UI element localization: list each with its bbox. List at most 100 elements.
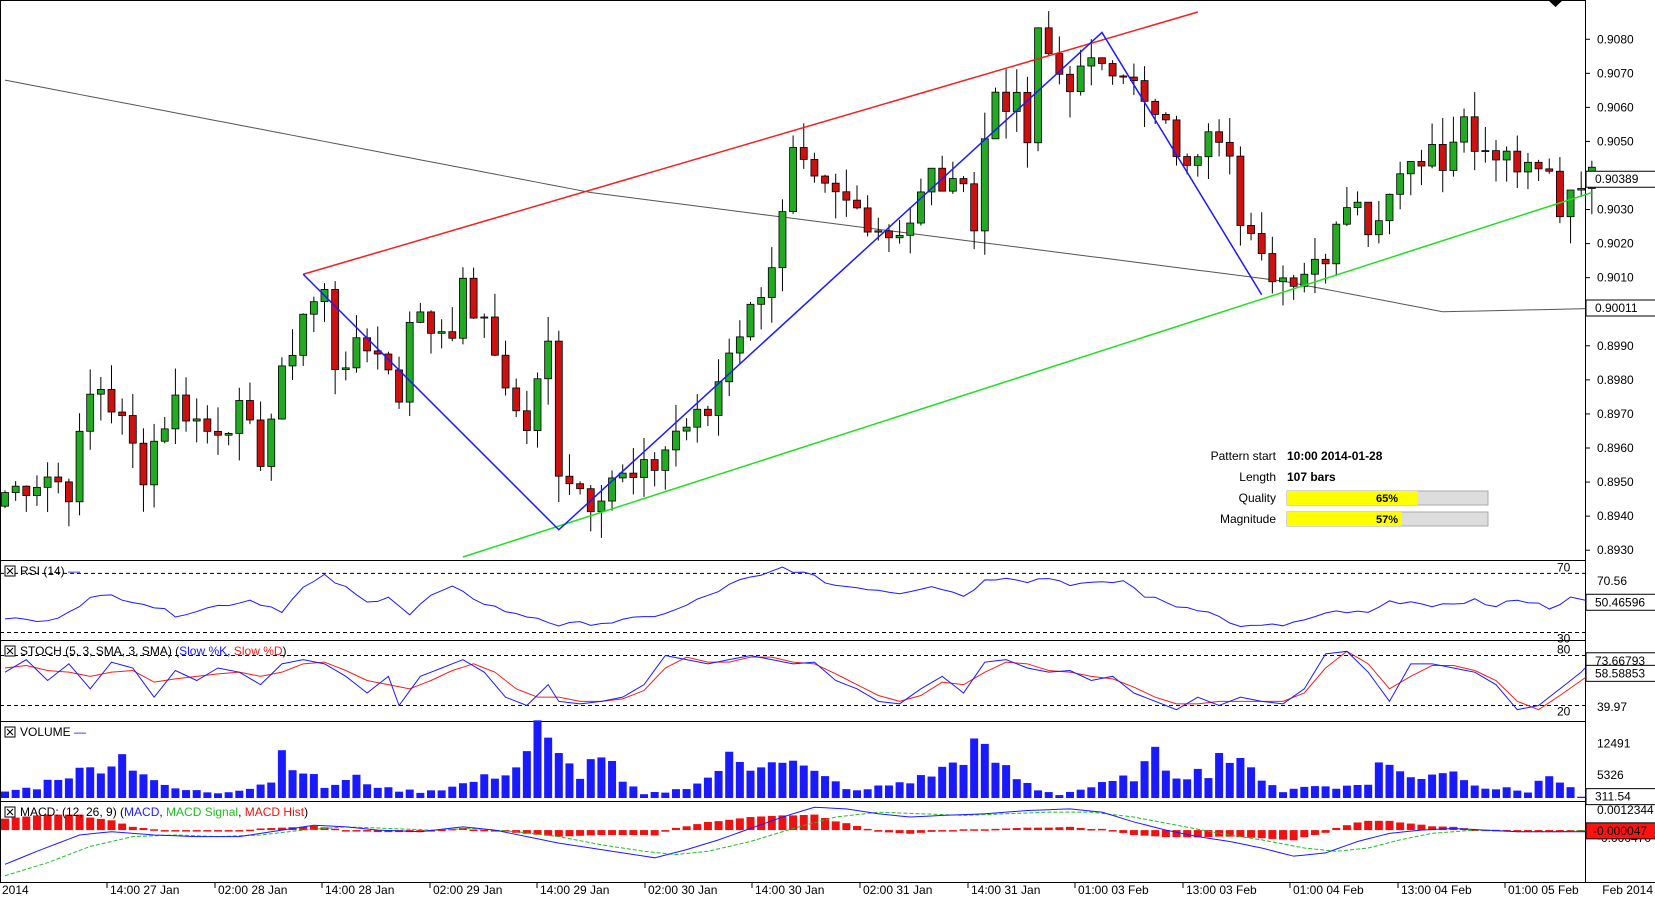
candle-down — [501, 354, 510, 389]
candle-down — [1023, 91, 1032, 144]
candle-up — [1566, 189, 1575, 218]
candle-down — [22, 485, 31, 496]
volume-bar — [384, 787, 393, 798]
volume-bar — [75, 767, 84, 798]
macd-hist-bar — [810, 814, 819, 831]
candle-down — [576, 483, 584, 490]
macd-hist-bar — [256, 828, 265, 831]
volume-bar — [1449, 771, 1458, 798]
volume-bar — [821, 776, 830, 798]
volume-bar — [1396, 771, 1405, 798]
volume-bar — [597, 757, 606, 798]
candle-up — [778, 211, 787, 269]
candle-up — [1311, 258, 1319, 275]
volume-bar — [916, 775, 925, 798]
macd-hist-bar — [1119, 830, 1128, 833]
volume-bar — [1023, 782, 1032, 798]
candle-down — [1321, 258, 1330, 265]
macd-hist-bar — [597, 830, 606, 835]
candle-down — [256, 419, 265, 467]
macd-value-box — [1585, 822, 1655, 840]
volume-bar — [427, 790, 435, 798]
macd-hist-bar — [128, 826, 137, 831]
volume-bar — [86, 767, 95, 798]
pattern-info-box: Pattern start 10:00 2014-01-28 Length 10… — [1211, 449, 1489, 527]
candle-down — [821, 175, 829, 184]
candle-up — [1374, 220, 1383, 236]
macd-hist-bar — [107, 820, 116, 831]
macd-hist-bar — [352, 830, 361, 832]
volume-bar — [64, 778, 73, 798]
volume-bar — [1161, 770, 1170, 798]
macd-hist-bar — [874, 830, 883, 832]
candle-down — [1545, 168, 1554, 172]
volume-bar — [1513, 790, 1522, 798]
candle-up — [640, 459, 648, 478]
macd-hist-bar — [171, 830, 180, 832]
macd-hist-bar — [714, 821, 723, 831]
candle-down — [139, 442, 148, 486]
candle-up — [672, 430, 680, 451]
rsi-panel: 70 30 70.56 50.46596 RSI (14) — — [0, 560, 1655, 646]
volume-bar — [938, 766, 947, 798]
volume-bar — [490, 778, 499, 798]
volume-bar — [32, 789, 41, 798]
volume-bar — [959, 764, 968, 798]
macd-hist-bar — [1151, 830, 1160, 837]
candle-up — [267, 418, 276, 467]
volume-bar — [629, 786, 638, 798]
volume-bar — [1428, 774, 1437, 798]
candle-down — [1289, 277, 1298, 287]
macd-hist-bar — [927, 830, 936, 832]
volume-bar — [1577, 796, 1586, 798]
candle-up — [608, 477, 616, 502]
volume-bar — [480, 774, 489, 798]
candle-down — [1556, 170, 1564, 218]
volume-bar — [906, 783, 915, 798]
candle-down — [842, 191, 851, 201]
volume-bar — [288, 770, 297, 798]
stoch-readout: 39.97 — [1597, 700, 1627, 714]
macd-hist-bar — [1534, 830, 1543, 832]
macd-hist-bar — [1002, 828, 1011, 831]
macd-hist-bar — [437, 829, 446, 832]
macd-hist-bar — [778, 815, 787, 831]
macd-hist-bar — [640, 830, 648, 835]
macd-hist-bar — [799, 815, 808, 831]
macd-hist-bar — [1332, 827, 1341, 831]
candle-up — [11, 485, 20, 493]
volume-bar — [810, 770, 819, 798]
ma-value-box — [1585, 299, 1655, 317]
price-tick-label: 0.9030 — [1597, 203, 1634, 217]
price-tick-label: 0.8970 — [1597, 407, 1634, 421]
macd-hist-bar — [54, 814, 63, 831]
macd-value-label: -0.000047 — [1593, 824, 1647, 838]
candle-down — [1215, 131, 1223, 143]
macd-hist-bar — [554, 830, 563, 837]
candle-down — [1257, 233, 1266, 254]
volume-bar — [1129, 781, 1138, 798]
candle-down — [1236, 155, 1245, 226]
volume-bar — [395, 791, 404, 798]
volume-bar — [1438, 773, 1447, 798]
macd-hist-bar — [884, 830, 893, 833]
candle-down — [1066, 73, 1074, 93]
macd-hist-bar — [139, 828, 148, 831]
candle-up — [1332, 223, 1341, 265]
ma-value-label: 0.90011 — [1595, 301, 1638, 315]
price-tick-label: 0.9080 — [1597, 32, 1634, 46]
macd-hist-bar — [693, 824, 702, 831]
macd-hist-bar — [267, 828, 276, 831]
volume-bar — [192, 790, 201, 798]
macd-hist-bar — [1385, 820, 1394, 831]
volume-bar — [895, 782, 904, 798]
time-tick-label: 01:00 05 Feb — [1508, 883, 1579, 897]
volume-bar — [1087, 787, 1096, 798]
time-tick-label: 14:00 28 Jan — [325, 883, 394, 897]
macd-hist-bar — [1577, 830, 1586, 832]
moving-average-line — [4, 79, 1592, 313]
macd-hist-bar — [11, 817, 20, 831]
volume-bar — [373, 787, 382, 798]
candle-up — [1034, 27, 1042, 144]
